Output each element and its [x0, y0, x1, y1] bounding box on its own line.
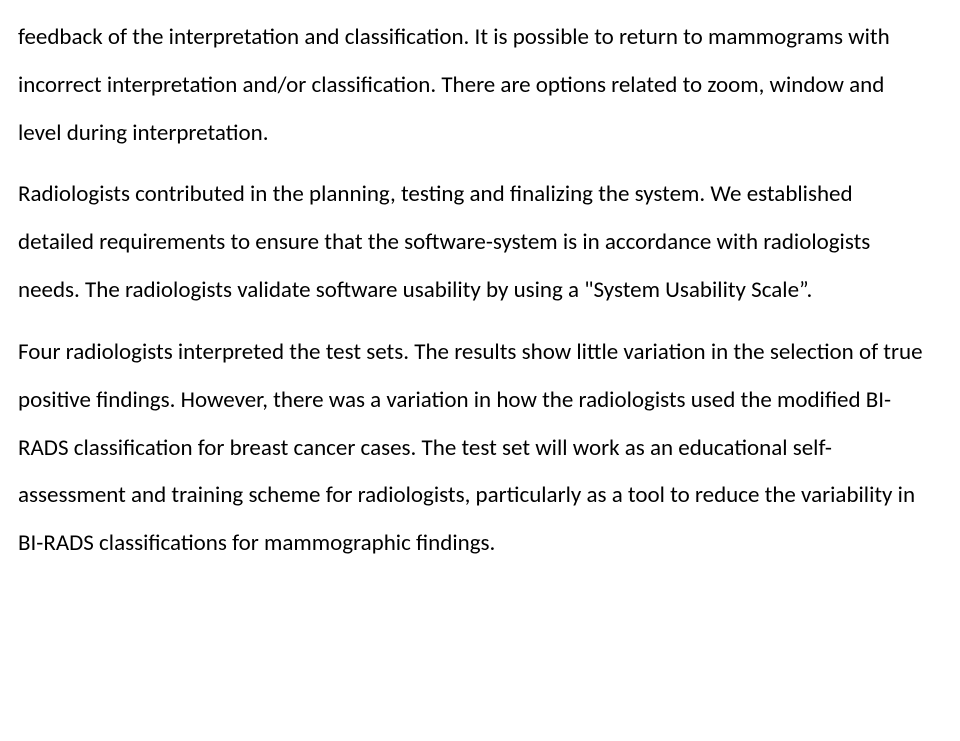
- paragraph-2: Radiologists contributed in the planning…: [18, 171, 924, 314]
- document-page: feedback of the interpretation and class…: [0, 0, 960, 568]
- paragraph-3: Four radiologists interpreted the test s…: [18, 329, 924, 568]
- paragraph-1: feedback of the interpretation and class…: [18, 14, 924, 157]
